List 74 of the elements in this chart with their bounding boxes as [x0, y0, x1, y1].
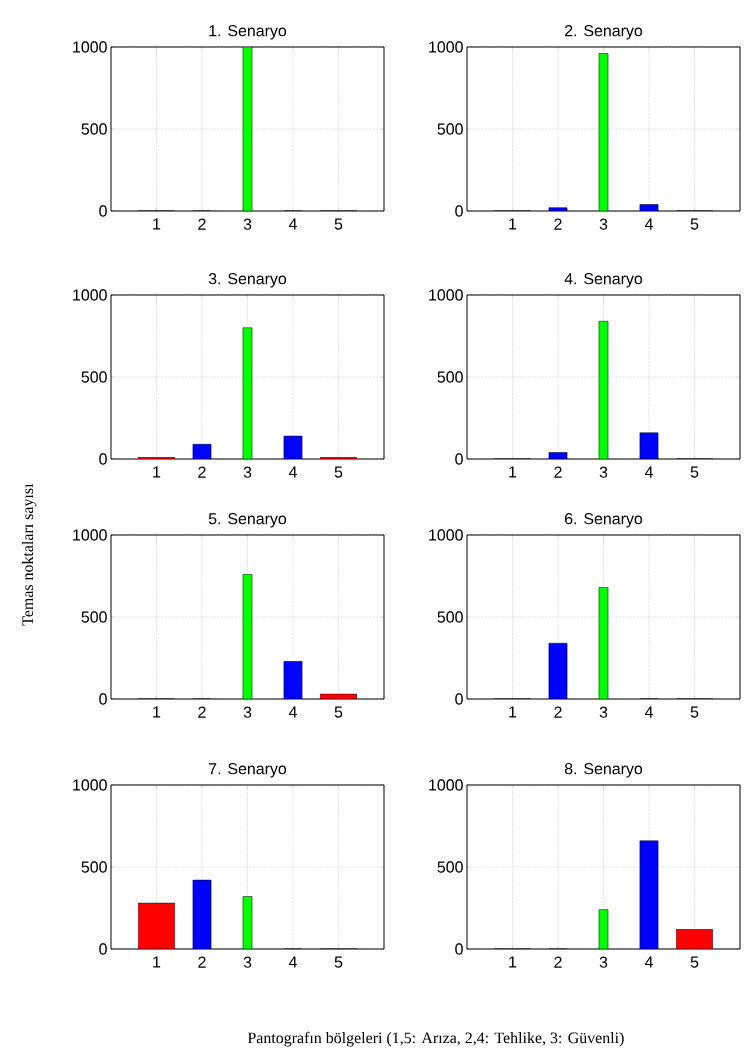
- x-tick-label: 5: [690, 956, 699, 968]
- x-tick-label: 2: [198, 466, 206, 478]
- x-tick-label: 2: [198, 956, 206, 968]
- y-tick-label: 0: [455, 693, 463, 705]
- y-axis-title: Temas noktaları sayısı: [21, 483, 37, 626]
- x-tick-label: 3: [599, 466, 608, 478]
- chart-title: 4. Senaryo: [564, 273, 643, 288]
- x-tick-label: 4: [288, 466, 297, 478]
- x-tick-label: 3: [599, 706, 608, 718]
- y-tick-label: 500: [437, 123, 463, 135]
- y-tick-label: 0: [99, 693, 107, 705]
- x-tick-label: 2: [554, 956, 562, 968]
- y-tick-label: 1000: [73, 289, 107, 301]
- x-tick-label: 5: [690, 466, 699, 478]
- x-tick-label: 1: [153, 466, 161, 478]
- x-tick-label: 4: [644, 706, 653, 718]
- x-axis-title: Pantografın bölgeleri (1,5: Arıza, 2,4: Tehlike, 3: Güvenli): [247, 1031, 624, 1047]
- y-tick-label: 1000: [429, 779, 463, 791]
- x-tick-label: 3: [243, 218, 252, 230]
- x-tick-label: 1: [509, 706, 517, 718]
- chart-title: 3. Senaryo: [208, 273, 287, 288]
- x-tick-label: 4: [644, 466, 653, 478]
- y-tick-label: 0: [455, 205, 463, 217]
- x-tick-label: 5: [690, 218, 699, 230]
- x-tick-label: 2: [198, 218, 206, 230]
- x-tick-label: 5: [334, 218, 343, 230]
- x-tick-label: 4: [288, 218, 297, 230]
- chart-title: 8. Senaryo: [564, 763, 643, 778]
- y-tick-label: 500: [437, 371, 463, 383]
- x-tick-label: 3: [243, 706, 252, 718]
- x-tick-label: 2: [554, 706, 562, 718]
- x-tick-label: 5: [690, 706, 699, 718]
- y-tick-label: 0: [455, 943, 463, 955]
- x-tick-label: 2: [554, 218, 562, 230]
- x-tick-label: 3: [243, 956, 252, 968]
- x-tick-label: 3: [599, 218, 608, 230]
- x-tick-label: 2: [554, 466, 562, 478]
- x-tick-label: 1: [509, 466, 517, 478]
- y-tick-label: 0: [99, 205, 107, 217]
- chart-title: 5. Senaryo: [208, 513, 287, 528]
- x-tick-label: 1: [509, 218, 517, 230]
- y-tick-label: 500: [81, 123, 107, 135]
- y-tick-label: 500: [437, 861, 463, 873]
- x-tick-label: 4: [288, 956, 297, 968]
- x-tick-label: 4: [288, 706, 297, 718]
- x-tick-label: 1: [153, 218, 161, 230]
- x-tick-label: 1: [153, 956, 161, 968]
- y-tick-label: 1000: [73, 529, 107, 541]
- y-tick-label: 0: [455, 453, 463, 465]
- y-tick-label: 500: [437, 611, 463, 623]
- y-tick-label: 1000: [429, 289, 463, 301]
- chart-title: 7. Senaryo: [209, 763, 287, 778]
- y-tick-label: 1000: [429, 529, 463, 541]
- x-tick-label: 5: [334, 706, 343, 718]
- y-tick-label: 1000: [429, 41, 463, 53]
- x-tick-label: 4: [644, 956, 653, 968]
- x-tick-label: 3: [243, 466, 252, 478]
- x-tick-label: 5: [334, 466, 343, 478]
- x-tick-label: 1: [153, 706, 161, 718]
- y-tick-label: 0: [99, 943, 107, 955]
- x-tick-label: 3: [599, 956, 608, 968]
- y-tick-label: 500: [81, 371, 107, 383]
- chart-title: 1. Senaryo: [209, 25, 287, 40]
- x-tick-label: 5: [334, 956, 343, 968]
- x-tick-label: 1: [509, 956, 517, 968]
- y-tick-label: 500: [81, 861, 107, 873]
- y-tick-label: 500: [81, 611, 107, 623]
- x-tick-label: 2: [198, 706, 206, 718]
- chart-title: 2. Senaryo: [565, 25, 643, 40]
- y-tick-label: 0: [99, 453, 107, 465]
- x-tick-label: 4: [644, 218, 653, 230]
- y-tick-label: 1000: [73, 779, 107, 791]
- chart-title: 6. Senaryo: [565, 513, 643, 528]
- y-tick-label: 1000: [73, 41, 107, 53]
